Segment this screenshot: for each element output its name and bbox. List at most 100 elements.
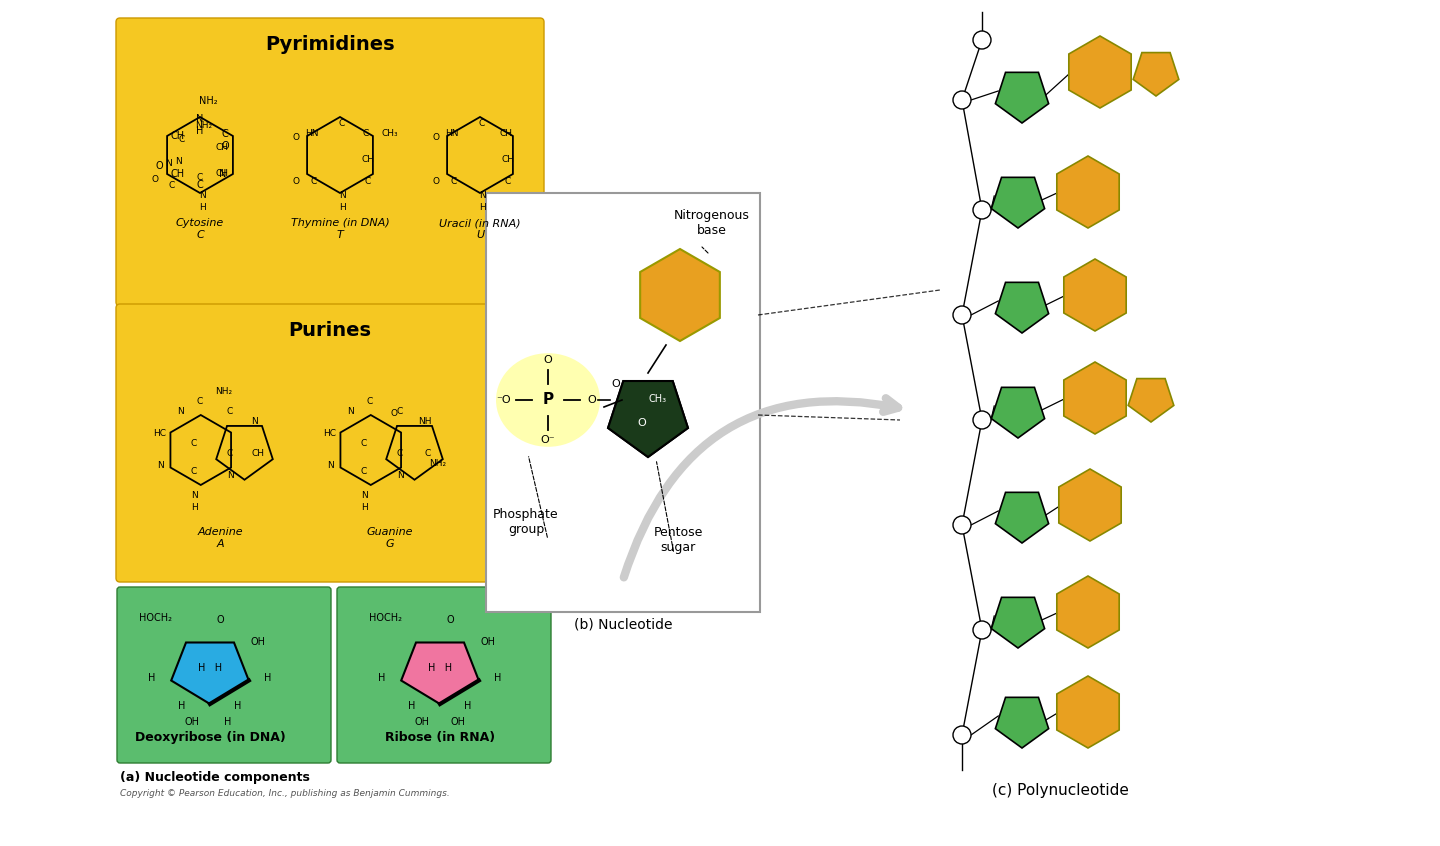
Text: C: C: [228, 449, 233, 459]
Text: C: C: [361, 468, 367, 476]
Ellipse shape: [495, 353, 600, 447]
Polygon shape: [995, 283, 1048, 333]
Text: O: O: [390, 409, 397, 419]
Text: H: H: [190, 503, 197, 513]
Text: C: C: [363, 129, 369, 138]
Polygon shape: [402, 642, 480, 704]
Text: N: N: [177, 408, 183, 416]
Text: (c) Polynucleotide: (c) Polynucleotide: [992, 783, 1129, 798]
Text: C
O: C O: [222, 129, 229, 151]
Text: Cytosine: Cytosine: [176, 218, 225, 228]
Text: NH₂: NH₂: [196, 120, 213, 129]
Text: H: H: [179, 701, 186, 711]
Text: OH: OH: [251, 637, 265, 647]
Polygon shape: [171, 642, 249, 704]
Circle shape: [953, 516, 971, 534]
Text: N: N: [347, 408, 353, 416]
Text: HN: HN: [305, 129, 318, 138]
FancyBboxPatch shape: [117, 18, 544, 306]
Circle shape: [953, 91, 971, 109]
Text: Phosphate
group: Phosphate group: [492, 508, 559, 536]
Text: C: C: [196, 230, 204, 240]
Text: O: O: [292, 177, 300, 185]
Polygon shape: [1064, 259, 1126, 331]
Text: ⁻O: ⁻O: [497, 395, 511, 405]
Text: C: C: [168, 180, 176, 190]
Text: CH: CH: [216, 142, 229, 151]
Text: Uracil (in RNA): Uracil (in RNA): [439, 218, 521, 228]
Text: N: N: [252, 417, 258, 426]
Polygon shape: [1058, 469, 1122, 541]
Circle shape: [953, 726, 971, 744]
Text: O: O: [544, 355, 553, 365]
Circle shape: [973, 31, 991, 49]
Text: OH: OH: [415, 717, 429, 727]
Text: T: T: [337, 230, 343, 240]
Text: Deoxyribose (in DNA): Deoxyribose (in DNA): [134, 732, 285, 744]
Text: C: C: [505, 177, 511, 185]
FancyArrowPatch shape: [624, 398, 899, 577]
Text: CH: CH: [216, 168, 229, 178]
Text: NH: NH: [418, 417, 432, 426]
Text: H   H: H H: [197, 663, 222, 673]
Text: C: C: [197, 173, 203, 182]
Polygon shape: [1133, 52, 1179, 96]
Polygon shape: [995, 697, 1048, 748]
Text: O: O: [432, 133, 439, 141]
Polygon shape: [1057, 156, 1119, 228]
Text: C: C: [179, 135, 186, 144]
Text: NH₂: NH₂: [199, 96, 217, 106]
Polygon shape: [995, 73, 1048, 123]
Text: N: N: [396, 471, 403, 481]
Text: HN: HN: [445, 129, 459, 138]
Text: C: C: [367, 398, 373, 406]
Text: O: O: [446, 615, 454, 625]
Text: H: H: [338, 202, 346, 212]
Text: O: O: [151, 175, 158, 184]
Text: C: C: [197, 398, 203, 406]
Text: CH: CH: [500, 129, 513, 138]
Text: CH₃: CH₃: [382, 129, 399, 138]
Text: NH₂: NH₂: [429, 459, 446, 469]
Text: Pyrimidines: Pyrimidines: [265, 35, 395, 53]
Text: N: N: [338, 190, 346, 200]
Text: C: C: [425, 449, 431, 459]
Text: C: C: [197, 180, 203, 190]
Text: H: H: [494, 673, 501, 683]
Polygon shape: [1128, 378, 1174, 422]
Text: CH₃: CH₃: [649, 394, 667, 404]
FancyBboxPatch shape: [117, 587, 331, 763]
Text: C: C: [397, 408, 403, 416]
Text: Ribose (in RNA): Ribose (in RNA): [384, 732, 495, 744]
Text: U: U: [477, 230, 484, 240]
Text: C: C: [338, 118, 346, 128]
Text: H   H: H H: [428, 663, 452, 673]
Polygon shape: [608, 381, 688, 457]
Text: O: O: [638, 418, 647, 428]
Polygon shape: [1057, 576, 1119, 648]
Text: N: N: [190, 492, 197, 501]
FancyBboxPatch shape: [117, 304, 544, 582]
Text: C: C: [397, 449, 403, 459]
Text: CH: CH: [361, 155, 374, 163]
Text: N: N: [478, 190, 485, 200]
Text: Adenine: Adenine: [197, 527, 243, 537]
Text: N: N: [360, 492, 367, 501]
Polygon shape: [1057, 676, 1119, 748]
Polygon shape: [608, 381, 688, 457]
Text: CH: CH: [170, 169, 184, 179]
Text: C: C: [364, 177, 372, 185]
Text: H: H: [265, 673, 272, 683]
Text: HC: HC: [154, 430, 167, 438]
Text: Guanine: Guanine: [367, 527, 413, 537]
Text: H: H: [464, 701, 472, 711]
Text: HOCH₂: HOCH₂: [140, 613, 171, 623]
FancyBboxPatch shape: [337, 587, 552, 763]
Circle shape: [953, 306, 971, 324]
Text: HC: HC: [324, 430, 337, 438]
Polygon shape: [991, 597, 1044, 648]
Polygon shape: [995, 492, 1048, 543]
Text: C: C: [228, 408, 233, 416]
Text: OH: OH: [184, 717, 200, 727]
Text: O: O: [588, 395, 596, 405]
